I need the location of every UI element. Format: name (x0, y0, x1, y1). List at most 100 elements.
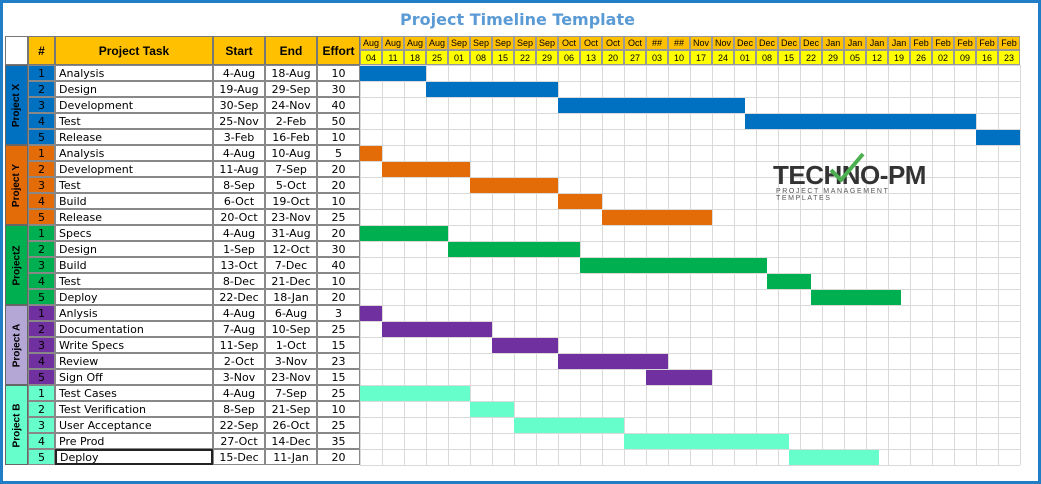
task-name[interactable]: Release (55, 209, 213, 225)
task-effort[interactable]: 10 (317, 193, 360, 209)
task-effort[interactable]: 23 (317, 353, 360, 369)
task-effort[interactable]: 20 (317, 177, 360, 193)
task-start[interactable]: 25-Nov (213, 113, 265, 129)
task-number[interactable]: 1 (28, 145, 55, 161)
header-task[interactable]: Project Task (55, 36, 213, 65)
task-effort[interactable]: 10 (317, 129, 360, 145)
task-end[interactable]: 10-Aug (265, 145, 317, 161)
task-name[interactable]: Analysis (55, 145, 213, 161)
task-start[interactable]: 4-Aug (213, 145, 265, 161)
task-effort[interactable]: 10 (317, 65, 360, 81)
task-start[interactable]: 4-Aug (213, 385, 265, 401)
task-start[interactable]: 13-Oct (213, 257, 265, 273)
task-name[interactable]: Design (55, 241, 213, 257)
task-end[interactable]: 5-Oct (265, 177, 317, 193)
task-end[interactable]: 31-Aug (265, 225, 317, 241)
task-effort[interactable]: 10 (317, 401, 360, 417)
task-number[interactable]: 5 (28, 209, 55, 225)
task-effort[interactable]: 40 (317, 97, 360, 113)
task-end[interactable]: 21-Sep (265, 401, 317, 417)
task-start[interactable]: 3-Nov (213, 369, 265, 385)
task-end[interactable]: 14-Dec (265, 433, 317, 449)
task-name[interactable]: Review (55, 353, 213, 369)
task-number[interactable]: 3 (28, 417, 55, 433)
task-effort[interactable]: 20 (317, 225, 360, 241)
task-number[interactable]: 2 (28, 81, 55, 97)
task-name[interactable]: Deploy (55, 289, 213, 305)
task-name[interactable]: Test (55, 113, 213, 129)
task-end[interactable]: 12-Oct (265, 241, 317, 257)
task-number[interactable]: 4 (28, 193, 55, 209)
header-num[interactable]: # (28, 36, 55, 65)
task-name[interactable]: Specs (55, 225, 213, 241)
task-effort[interactable]: 35 (317, 433, 360, 449)
task-name[interactable]: Anlysis (55, 305, 213, 321)
header-effort[interactable]: Effort (317, 36, 360, 65)
task-number[interactable]: 5 (28, 449, 55, 465)
task-end[interactable]: 29-Sep (265, 81, 317, 97)
task-number[interactable]: 4 (28, 353, 55, 369)
task-start[interactable]: 22-Sep (213, 417, 265, 433)
task-start[interactable]: 6-Oct (213, 193, 265, 209)
task-start[interactable]: 22-Dec (213, 289, 265, 305)
task-name[interactable]: Documentation (55, 321, 213, 337)
task-name[interactable]: Sign Off (55, 369, 213, 385)
task-start[interactable]: 8-Sep (213, 401, 265, 417)
task-number[interactable]: 3 (28, 177, 55, 193)
task-end[interactable]: 18-Aug (265, 65, 317, 81)
task-end[interactable]: 7-Sep (265, 385, 317, 401)
task-start[interactable]: 30-Sep (213, 97, 265, 113)
task-end[interactable]: 18-Jan (265, 289, 317, 305)
task-number[interactable]: 2 (28, 321, 55, 337)
task-end[interactable]: 6-Aug (265, 305, 317, 321)
task-effort[interactable]: 30 (317, 81, 360, 97)
task-end[interactable]: 3-Nov (265, 353, 317, 369)
task-end[interactable]: 11-Jan (265, 449, 317, 465)
task-number[interactable]: 1 (28, 65, 55, 81)
task-number[interactable]: 3 (28, 97, 55, 113)
task-name[interactable]: User Acceptance (55, 417, 213, 433)
task-name[interactable]: Test (55, 177, 213, 193)
task-number[interactable]: 1 (28, 305, 55, 321)
task-end[interactable]: 19-Oct (265, 193, 317, 209)
task-effort[interactable]: 25 (317, 321, 360, 337)
task-effort[interactable]: 40 (317, 257, 360, 273)
task-number[interactable]: 2 (28, 161, 55, 177)
task-end[interactable]: 26-Oct (265, 417, 317, 433)
task-end[interactable]: 7-Sep (265, 161, 317, 177)
task-start[interactable]: 1-Sep (213, 241, 265, 257)
task-start[interactable]: 4-Aug (213, 305, 265, 321)
task-end[interactable]: 23-Nov (265, 369, 317, 385)
task-name[interactable]: Development (55, 161, 213, 177)
task-effort[interactable]: 30 (317, 241, 360, 257)
task-end[interactable]: 24-Nov (265, 97, 317, 113)
corner-cell[interactable] (5, 36, 28, 65)
task-number[interactable]: 3 (28, 337, 55, 353)
task-number[interactable]: 1 (28, 385, 55, 401)
task-end[interactable]: 1-Oct (265, 337, 317, 353)
task-effort[interactable]: 20 (317, 289, 360, 305)
task-start[interactable]: 11-Sep (213, 337, 265, 353)
task-start[interactable]: 4-Aug (213, 225, 265, 241)
task-start[interactable]: 8-Dec (213, 273, 265, 289)
task-effort[interactable]: 15 (317, 369, 360, 385)
task-name[interactable]: Build (55, 257, 213, 273)
task-start[interactable]: 7-Aug (213, 321, 265, 337)
task-number[interactable]: 4 (28, 273, 55, 289)
task-number[interactable]: 2 (28, 241, 55, 257)
task-number[interactable]: 1 (28, 225, 55, 241)
task-start[interactable]: 3-Feb (213, 129, 265, 145)
task-start[interactable]: 2-Oct (213, 353, 265, 369)
task-number[interactable]: 4 (28, 433, 55, 449)
task-end[interactable]: 2-Feb (265, 113, 317, 129)
task-start[interactable]: 20-Oct (213, 209, 265, 225)
task-number[interactable]: 3 (28, 257, 55, 273)
header-end[interactable]: End (265, 36, 317, 65)
task-start[interactable]: 4-Aug (213, 65, 265, 81)
task-number[interactable]: 4 (28, 113, 55, 129)
task-name[interactable]: Test (55, 273, 213, 289)
task-effort[interactable]: 25 (317, 385, 360, 401)
task-effort[interactable]: 20 (317, 449, 360, 465)
task-start[interactable]: 11-Aug (213, 161, 265, 177)
task-number[interactable]: 5 (28, 369, 55, 385)
